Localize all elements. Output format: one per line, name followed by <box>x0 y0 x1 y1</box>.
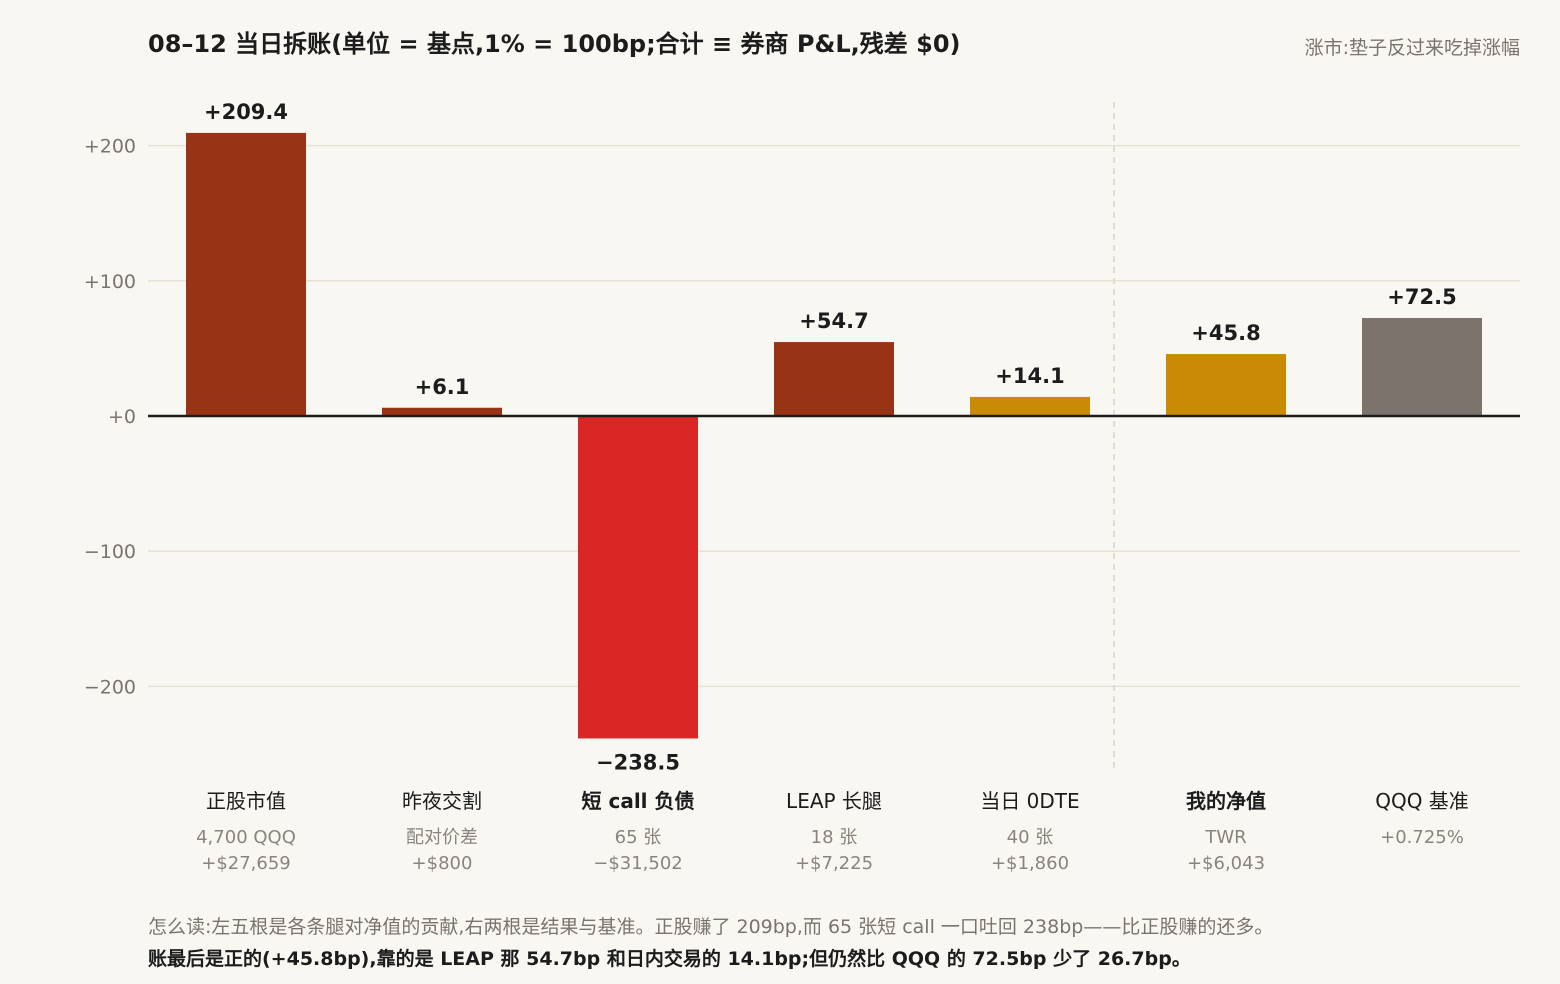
category-sublabel: 4,700 QQQ <box>196 827 296 848</box>
category-label: LEAP 长腿 <box>786 789 882 813</box>
bar-3 <box>774 342 894 416</box>
bar-chart: +200 +100 +0 −100 −200 +209.4 正股市值 4,700 QQQ +$2… <box>84 100 1520 874</box>
category-label: QQQ 基准 <box>1375 789 1469 813</box>
bar-value-label: −238.5 <box>596 750 680 774</box>
bar-0 <box>186 132 306 416</box>
category-sublabel: +$1,860 <box>991 853 1069 874</box>
category-sublabel: 配对价差 <box>406 827 478 848</box>
bar-4 <box>970 396 1090 416</box>
reading-note: 怎么读:左五根是各条腿对净值的贡献,右两根是结果与基准。正股赚了 209bp,而… <box>148 916 1274 938</box>
category-sublabel: TWR <box>1204 827 1246 848</box>
category-sublabel: 65 张 <box>615 827 662 848</box>
chart-title: 08–12 当日拆账(单位 = 基点,1% = 100bp;合计 ≡ 券商 P&… <box>148 30 961 58</box>
y-tick-label: −200 <box>84 676 136 698</box>
category-label: 正股市值 <box>206 789 286 813</box>
category-sublabel: +0.725% <box>1380 827 1464 848</box>
category-sublabel: +$27,659 <box>201 853 291 874</box>
category-sublabel: 18 张 <box>811 827 858 848</box>
y-tick-label: +200 <box>84 136 136 158</box>
category-sublabel: +$800 <box>412 853 473 874</box>
bar-value-label: +54.7 <box>799 309 868 333</box>
category-label: 我的净值 <box>1186 789 1266 813</box>
category-label: 昨夜交割 <box>402 789 482 813</box>
bar-value-label: +209.4 <box>204 100 288 124</box>
bar-value-label: +72.5 <box>1387 285 1456 309</box>
bar-value-label: +14.1 <box>995 364 1064 388</box>
bar-5 <box>1166 354 1286 416</box>
bar-value-label: +6.1 <box>415 375 470 399</box>
y-tick-label: +100 <box>84 271 136 293</box>
category-sublabel: +$6,043 <box>1187 853 1265 874</box>
bar-value-label: +45.8 <box>1191 321 1260 345</box>
bar-2 <box>578 416 698 739</box>
category-label: 短 call 负债 <box>582 789 695 813</box>
chart-subtitle: 涨市:垫子反过来吃掉涨幅 <box>1304 37 1520 59</box>
y-tick-label: +0 <box>108 406 136 428</box>
bar-1 <box>382 407 502 416</box>
y-tick-label: −100 <box>84 541 136 563</box>
bar-6 <box>1362 317 1482 416</box>
category-sublabel: −$31,502 <box>593 853 683 874</box>
category-sublabel: 40 张 <box>1007 827 1054 848</box>
category-sublabel: +$7,225 <box>795 853 873 874</box>
conclusion-note: 账最后是正的(+45.8bp),靠的是 LEAP 那 54.7bp 和日内交易的… <box>148 948 1191 970</box>
category-label: 当日 0DTE <box>980 789 1079 813</box>
